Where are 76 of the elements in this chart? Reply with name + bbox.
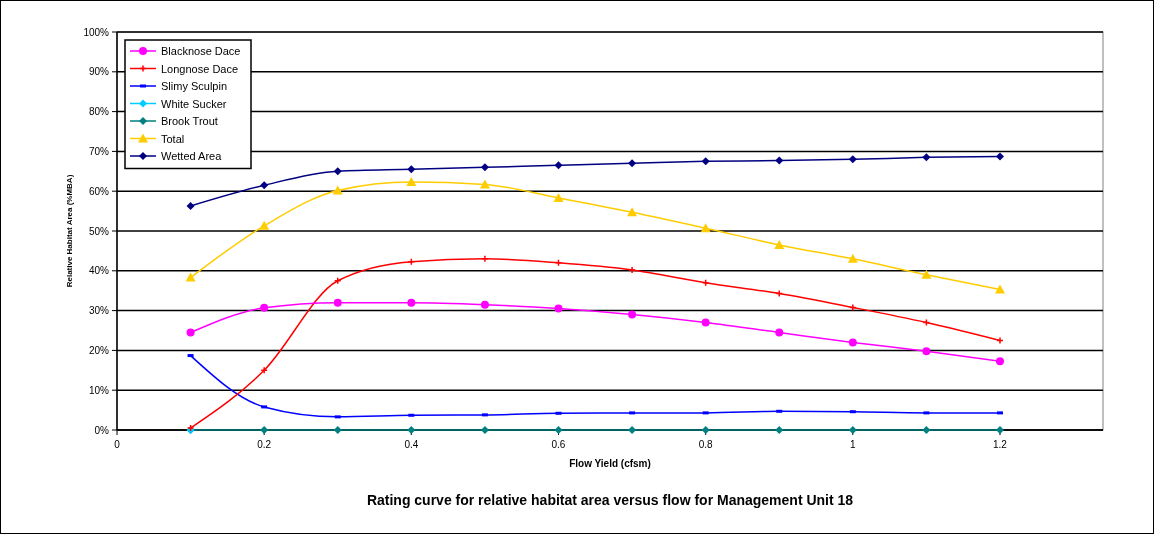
point — [848, 155, 857, 164]
x-tick-label: 0.6 — [551, 439, 566, 450]
x-tick-label: 0.2 — [257, 439, 272, 450]
y-axis-title: Relative Habitat Area (%MBA) — [65, 174, 74, 288]
y-tick-label: 20% — [88, 344, 110, 356]
point — [628, 159, 637, 168]
point — [260, 426, 269, 434]
point — [922, 347, 931, 356]
point — [921, 269, 932, 279]
legend-label: Slimy Sculpin — [161, 80, 228, 92]
x-tick-label: 1.2 — [993, 439, 1008, 450]
point — [333, 298, 342, 307]
y-tick-label: 50% — [88, 225, 110, 237]
y-tick-label: 100% — [83, 26, 110, 38]
point — [847, 253, 858, 263]
x-axis-title: Flow Yield (cfsm) — [569, 458, 651, 469]
legend-label: Wetted Area — [161, 150, 223, 162]
point — [628, 266, 636, 274]
legend-label: Longnose Dace — [161, 62, 239, 75]
point — [995, 426, 1004, 434]
point — [995, 357, 1004, 366]
point — [332, 185, 343, 195]
point — [333, 167, 342, 176]
point — [554, 304, 563, 313]
point — [260, 303, 269, 312]
point — [480, 163, 489, 172]
point — [922, 153, 931, 162]
y-tick-label: 70% — [88, 145, 110, 157]
legend-label: White Sucker — [161, 97, 227, 110]
y-tick-label: 80% — [88, 106, 110, 118]
point — [407, 298, 416, 307]
y-tick-label: 0% — [94, 424, 110, 436]
point — [701, 318, 710, 327]
y-tick-label: 10% — [88, 384, 110, 396]
point — [553, 192, 564, 202]
point — [995, 152, 1004, 161]
point — [260, 181, 269, 190]
y-tick-label: 30% — [88, 305, 110, 317]
point — [848, 426, 857, 434]
y-tick-label: 60% — [88, 185, 110, 197]
point — [333, 426, 342, 434]
legend-label: Blacknose Dace — [161, 45, 241, 57]
point — [186, 328, 195, 337]
y-tick-label: 90% — [88, 66, 110, 78]
text: Rating curve for relative habitat area versus flow for Management Unit 18 — [366, 492, 854, 508]
point — [628, 310, 637, 319]
point — [480, 300, 489, 309]
x-tick-label: 0.4 — [404, 439, 419, 450]
point — [701, 157, 710, 166]
point — [775, 328, 784, 337]
legend-label: Brook Trout — [161, 115, 218, 127]
y-tick-label: 40% — [88, 265, 110, 277]
point — [627, 207, 638, 217]
point — [848, 338, 857, 347]
point — [259, 220, 270, 230]
point — [628, 426, 637, 434]
x-tick-label: 0.8 — [698, 439, 714, 450]
point — [480, 426, 489, 434]
point — [701, 426, 710, 434]
point — [700, 223, 711, 233]
point — [185, 272, 196, 282]
point — [554, 161, 563, 170]
point — [406, 177, 417, 187]
point — [775, 156, 784, 165]
point — [554, 426, 563, 434]
point — [994, 284, 1005, 294]
point — [407, 426, 416, 434]
point — [481, 255, 489, 263]
x-tick-label: 0 — [114, 439, 121, 450]
point — [922, 426, 931, 434]
point — [775, 426, 784, 434]
legend-label: Total — [161, 132, 185, 145]
x-tick-label: 1 — [850, 439, 857, 450]
point — [186, 201, 195, 210]
point — [407, 165, 416, 174]
point — [774, 239, 785, 249]
